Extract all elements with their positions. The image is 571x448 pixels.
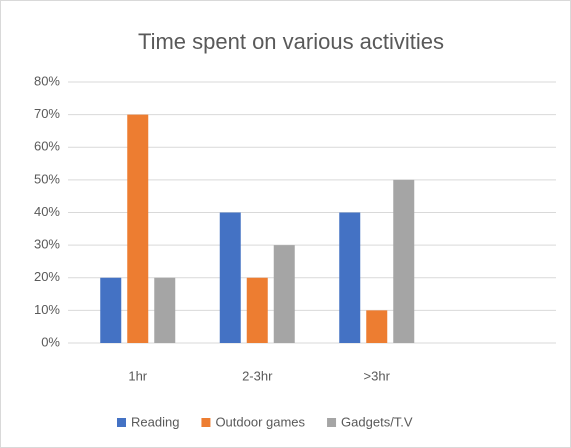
legend-label: Outdoor games	[215, 414, 305, 429]
bar	[100, 277, 122, 343]
bar	[393, 179, 415, 343]
y-tick-label: 50%	[34, 171, 60, 186]
bar	[339, 212, 361, 343]
x-tick-label: 1hr	[128, 368, 147, 383]
x-tick-label: 2-3hr	[242, 368, 273, 383]
legend-swatch	[327, 418, 337, 427]
y-tick-label: 60%	[34, 139, 60, 154]
y-tick-label: 10%	[34, 302, 60, 317]
legend-label: Gadgets/T.V	[341, 414, 413, 429]
bar	[127, 114, 149, 343]
bar	[219, 212, 241, 343]
x-tick-label: >3hr	[364, 368, 391, 383]
y-tick-label: 30%	[34, 237, 60, 252]
y-tick-label: 0%	[41, 334, 60, 349]
bar	[273, 245, 295, 343]
bar	[366, 310, 388, 343]
legend-swatch	[201, 418, 211, 427]
bar	[154, 277, 176, 343]
legend-label: Reading	[131, 414, 179, 429]
bar	[246, 277, 268, 343]
chart-title: Time spent on various activities	[138, 29, 444, 54]
y-tick-label: 40%	[34, 204, 60, 219]
y-tick-label: 20%	[34, 269, 60, 284]
legend-swatch	[117, 418, 126, 427]
y-tick-label: 80%	[34, 73, 60, 88]
y-tick-label: 70%	[34, 106, 60, 121]
